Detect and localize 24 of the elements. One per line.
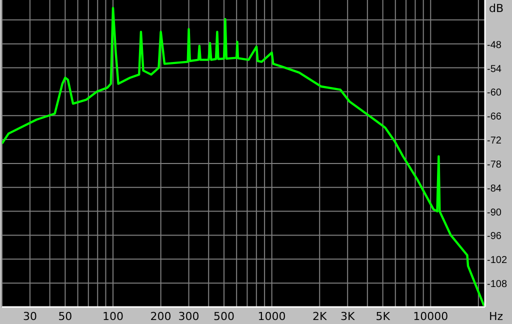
x-tick-label: 3K: [340, 310, 356, 323]
y-tick-label: -96: [487, 231, 502, 242]
x-tick-label: 50: [58, 310, 72, 323]
y-tick-label: -60: [487, 88, 502, 99]
x-tick-label: 30: [22, 310, 37, 323]
y-tick-label: -84: [487, 183, 502, 194]
x-tick-label: 500: [214, 310, 235, 323]
y-tick-label: -66: [487, 112, 502, 123]
y-tick-label: -72: [487, 136, 502, 147]
x-tick-label: 10000: [413, 310, 448, 323]
y-tick-label: -54: [487, 64, 502, 75]
y-tick-label: -90: [487, 207, 502, 218]
x-tick-label: 1000: [258, 310, 286, 323]
x-tick-label: 2K: [312, 310, 328, 323]
y-tick-label: -108: [487, 279, 508, 290]
y-axis-title: dB: [489, 2, 504, 15]
x-tick-label: 5K: [376, 310, 391, 323]
y-tick-label: -102: [487, 255, 508, 266]
x-tick-label: 300: [178, 310, 200, 323]
y-tick-label: -78: [487, 159, 502, 170]
x-axis-title: Hz: [489, 310, 504, 323]
x-tick-label: 200: [150, 310, 172, 323]
y-tick-label: -48: [487, 40, 502, 51]
x-tick-label: 100: [102, 310, 124, 323]
